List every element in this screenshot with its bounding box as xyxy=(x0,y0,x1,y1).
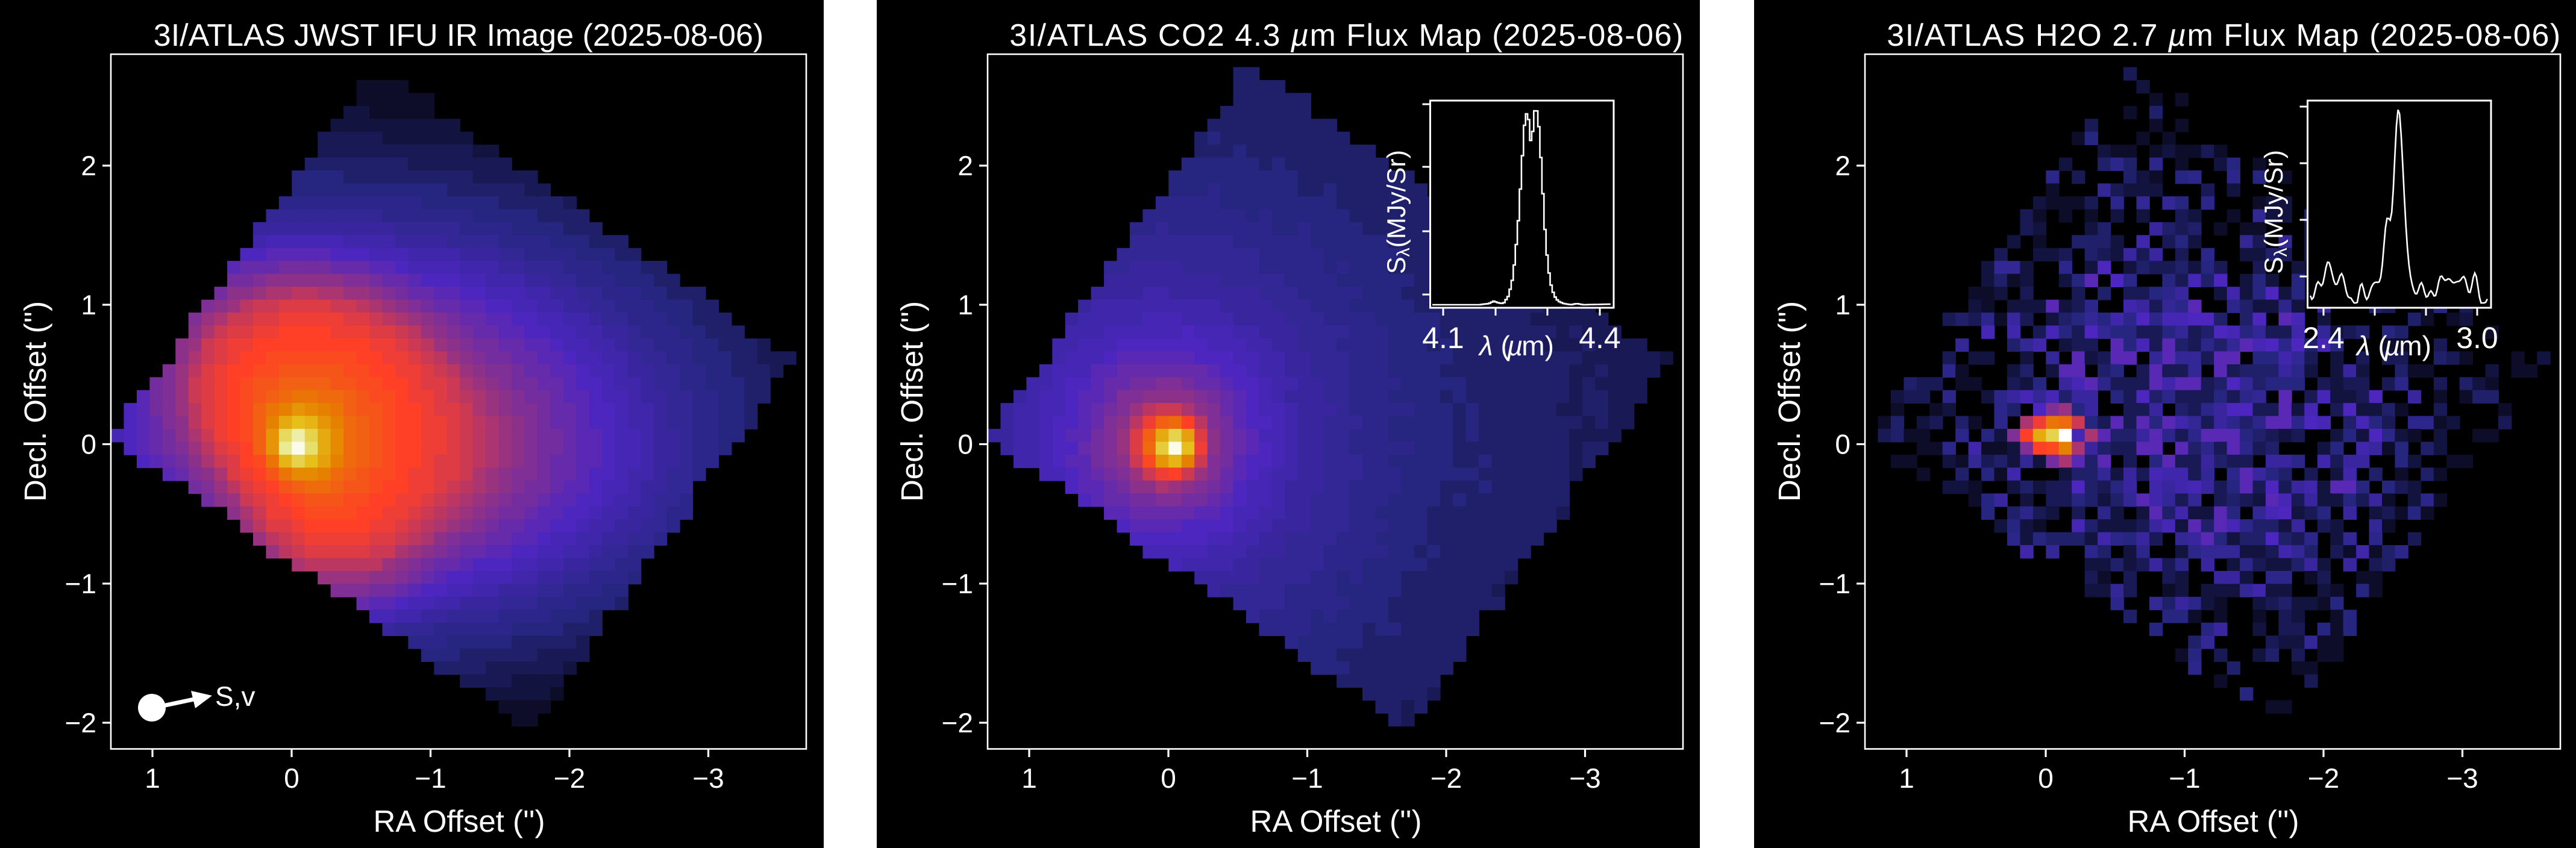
svg-text:−2: −2 xyxy=(1819,707,1851,738)
svg-text:−3: −3 xyxy=(1569,762,1600,794)
svg-text:0: 0 xyxy=(2038,762,2054,794)
svg-text:2: 2 xyxy=(1835,150,1851,181)
svg-text:2: 2 xyxy=(957,150,973,181)
svg-text:Decl. Offset (''): Decl. Offset ('') xyxy=(1772,301,1807,502)
svg-text:1: 1 xyxy=(1021,762,1037,794)
svg-text:λ (µm): λ (µm) xyxy=(1478,330,1554,361)
svg-text:0: 0 xyxy=(81,429,96,460)
svg-text:4.4: 4.4 xyxy=(1579,321,1621,355)
svg-text:1: 1 xyxy=(1899,762,1914,794)
svg-text:3.0: 3.0 xyxy=(2456,321,2498,355)
svg-text:−1: −1 xyxy=(65,568,96,599)
svg-text:−1: −1 xyxy=(415,762,446,794)
svg-text:1: 1 xyxy=(145,762,160,794)
svg-text:2.4: 2.4 xyxy=(2302,321,2345,355)
svg-text:0: 0 xyxy=(284,762,299,794)
svg-text:S,v: S,v xyxy=(215,681,255,712)
svg-text:−3: −3 xyxy=(692,762,724,794)
svg-text:Decl. Offset (''): Decl. Offset ('') xyxy=(18,301,52,502)
svg-text:3I/ATLAS CO2 4.3 µm Flux Map (: 3I/ATLAS CO2 4.3 µm Flux Map (2025-08-06… xyxy=(1009,18,1684,53)
svg-text:0: 0 xyxy=(1835,429,1851,460)
svg-text:2: 2 xyxy=(81,150,96,181)
svg-text:Sλ(MJy/Sr): Sλ(MJy/Sr) xyxy=(2260,150,2291,274)
svg-text:RA Offset (''): RA Offset ('') xyxy=(1250,804,1422,838)
svg-text:−3: −3 xyxy=(2446,762,2478,794)
svg-text:RA Offset (''): RA Offset ('') xyxy=(2128,804,2299,838)
svg-text:−2: −2 xyxy=(554,762,585,794)
svg-text:−2: −2 xyxy=(2308,762,2339,794)
svg-text:1: 1 xyxy=(1835,289,1851,320)
svg-text:−1: −1 xyxy=(1819,568,1851,599)
svg-text:3I/ATLAS H2O 2.7 µm Flux Map (: 3I/ATLAS H2O 2.7 µm Flux Map (2025-08-06… xyxy=(1887,18,2561,53)
svg-text:−2: −2 xyxy=(65,707,96,738)
svg-text:−2: −2 xyxy=(1431,762,1462,794)
svg-text:Sλ(MJy/Sr): Sλ(MJy/Sr) xyxy=(1382,150,1414,274)
svg-text:−2: −2 xyxy=(942,707,973,738)
svg-text:Decl. Offset (''): Decl. Offset ('') xyxy=(895,301,929,502)
svg-text:1: 1 xyxy=(81,289,96,320)
svg-text:1: 1 xyxy=(957,289,973,320)
svg-text:0: 0 xyxy=(957,429,973,460)
svg-text:4.1: 4.1 xyxy=(1422,321,1464,355)
svg-text:λ (µm): λ (µm) xyxy=(2355,330,2431,361)
svg-text:RA Offset (''): RA Offset ('') xyxy=(374,804,545,838)
svg-text:−1: −1 xyxy=(1291,762,1323,794)
svg-text:3I/ATLAS JWST IFU IR Image (20: 3I/ATLAS JWST IFU IR Image (2025-08-06) xyxy=(154,18,763,53)
svg-text:−1: −1 xyxy=(2169,762,2200,794)
svg-text:−1: −1 xyxy=(942,568,973,599)
svg-text:0: 0 xyxy=(1161,762,1176,794)
